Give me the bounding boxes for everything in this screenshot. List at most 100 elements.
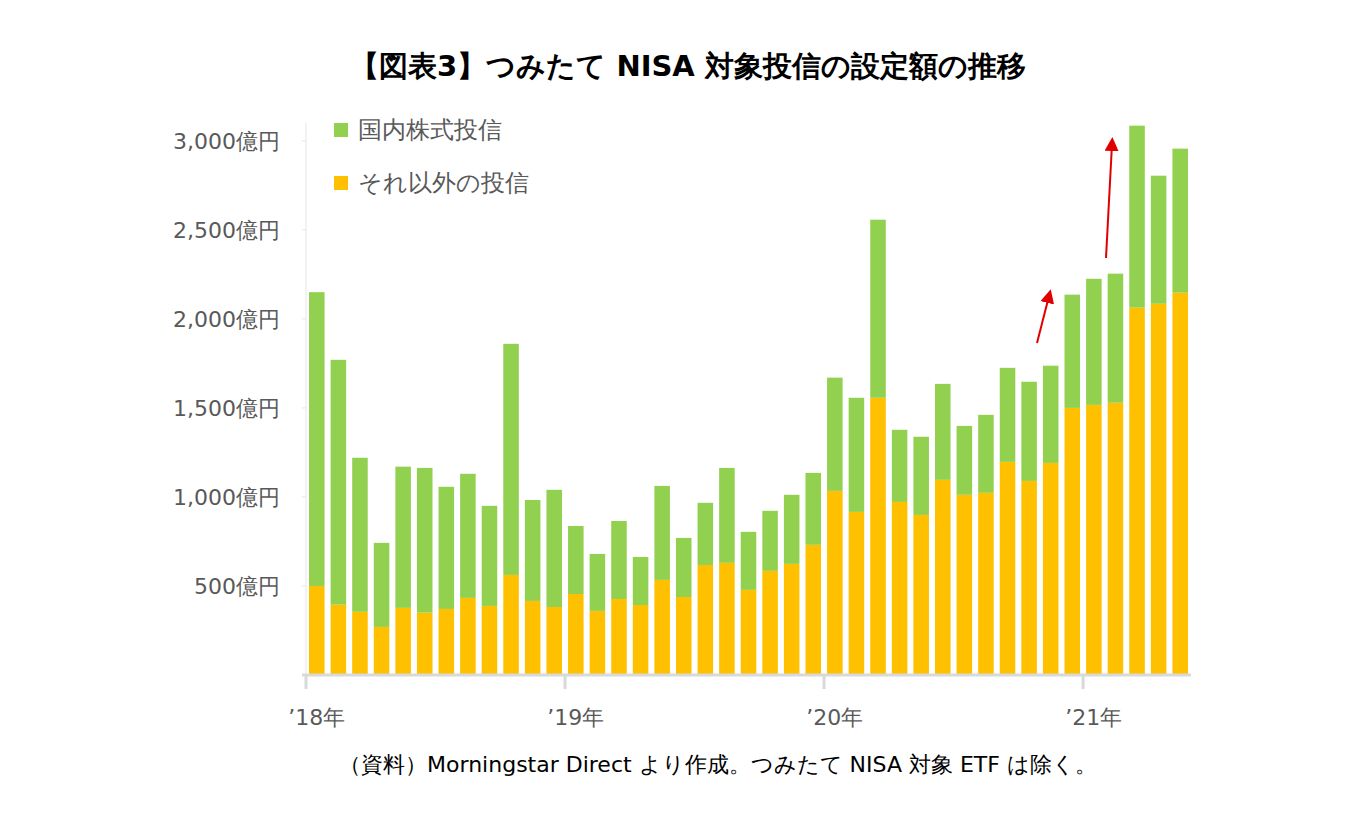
y-tick-label: 1,500億円: [173, 396, 280, 421]
bar: [590, 554, 606, 611]
bar: [546, 607, 562, 675]
legend-swatch: [334, 123, 348, 137]
title: 【図表3】つみたて NISA 対象投信の設定額の推移: [350, 49, 1026, 83]
arrow: [1106, 144, 1112, 258]
bar: [676, 538, 692, 597]
bar: [611, 521, 627, 599]
bar: [719, 563, 735, 675]
bar: [892, 502, 908, 675]
y-axis: [306, 123, 307, 675]
bar: [590, 611, 606, 675]
bar: [525, 601, 541, 675]
bar: [784, 564, 800, 675]
bar: [395, 608, 411, 675]
y-tick-label: 1,000億円: [173, 485, 280, 510]
legend-label: それ以外の投信: [358, 169, 529, 197]
bar: [1000, 462, 1016, 675]
bar: [417, 468, 433, 613]
bar: [698, 503, 714, 565]
bar: [1151, 176, 1167, 304]
bar: [698, 565, 714, 675]
bar: [762, 571, 778, 675]
bar: [439, 487, 455, 609]
x-tick: [305, 675, 308, 689]
bar: [1043, 366, 1059, 463]
bar: [460, 598, 476, 675]
y-tick: [302, 407, 306, 408]
bar: [1151, 304, 1167, 675]
x-axis: [302, 674, 1191, 677]
bar: [957, 426, 973, 495]
y-tick: [302, 229, 306, 230]
bar: [309, 292, 325, 586]
bar: [374, 627, 390, 675]
legend-swatch: [334, 176, 348, 190]
x-tick: [564, 675, 567, 689]
bar: [892, 430, 908, 502]
bar: [827, 378, 843, 491]
bar: [417, 613, 433, 675]
y-tick-label: 500億円: [194, 574, 280, 599]
bar: [331, 360, 347, 605]
bar: [1000, 368, 1016, 462]
legend-label: 国内株式投信: [358, 116, 502, 144]
bar: [978, 493, 994, 675]
bar: [374, 543, 390, 627]
bar: [805, 545, 821, 675]
bar: [1043, 463, 1059, 675]
bar: [331, 605, 347, 675]
bar: [395, 467, 411, 608]
arrow: [1037, 296, 1049, 343]
bar: [352, 612, 368, 675]
bar: [913, 437, 929, 515]
bar: [1129, 308, 1145, 675]
bar: [654, 486, 670, 580]
bar: [1108, 274, 1124, 403]
y-tick-label: 2,500億円: [173, 218, 280, 243]
bar: [957, 495, 973, 675]
bar: [654, 580, 670, 675]
x-tick-label: ’19年: [547, 705, 604, 730]
y-tick: [302, 496, 306, 497]
y-tick: [302, 318, 306, 319]
bar: [439, 609, 455, 675]
x-tick-label: ’21年: [1065, 705, 1122, 730]
bar: [676, 597, 692, 675]
x-tick-label: ’20年: [806, 705, 863, 730]
bar: [935, 480, 951, 675]
bar: [568, 526, 584, 594]
y-tick: [302, 140, 306, 141]
bar: [568, 594, 584, 675]
source: （資料）Morningstar Direct より作成。つみたて NISA 対象…: [339, 752, 1097, 777]
bar: [1172, 293, 1188, 675]
bar: [482, 506, 498, 606]
bar: [805, 473, 821, 545]
bar: [611, 599, 627, 675]
chart: 【図表3】つみたて NISA 対象投信の設定額の推移 500億円 1,000億円 1,…: [0, 0, 1356, 827]
bar: [503, 575, 519, 675]
bar: [1065, 295, 1081, 408]
x-tick: [823, 675, 826, 689]
bar: [482, 606, 498, 675]
x-tick-label: ’18年: [288, 705, 345, 730]
bar: [784, 495, 800, 564]
bar: [352, 458, 368, 612]
bar: [309, 586, 325, 675]
bar: [1172, 149, 1188, 293]
bar: [827, 491, 843, 675]
bar: [719, 468, 735, 563]
bar: [1021, 382, 1037, 481]
x-tick: [1082, 675, 1085, 689]
bar: [935, 384, 951, 480]
bar: [633, 605, 649, 675]
bar: [870, 398, 886, 675]
y-tick: [302, 585, 306, 586]
bar: [633, 557, 649, 605]
bar: [762, 511, 778, 571]
bar: [1129, 126, 1145, 308]
bar: [460, 474, 476, 598]
y-tick-label: 2,000億円: [173, 307, 280, 332]
bars: [309, 126, 1188, 675]
bar: [978, 415, 994, 493]
bar: [913, 515, 929, 675]
